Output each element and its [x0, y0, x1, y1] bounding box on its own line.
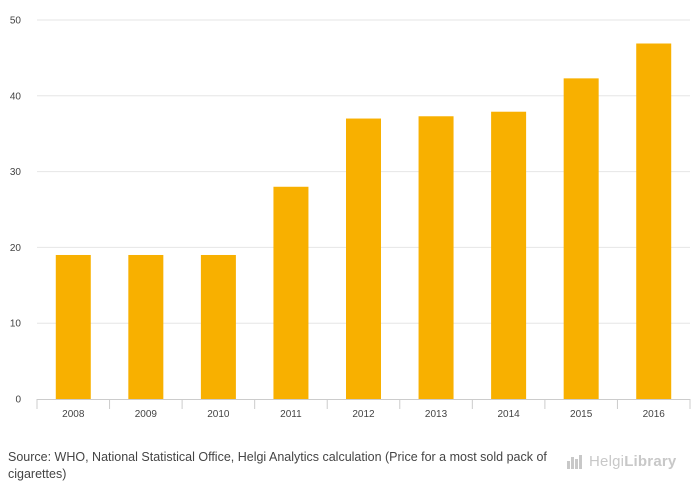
- bar: [346, 118, 381, 399]
- bar: [563, 78, 599, 399]
- x-tick-label: 2015: [570, 409, 593, 420]
- y-tick-label: 0: [15, 395, 21, 406]
- x-tick-label: 2016: [643, 409, 666, 420]
- y-tick-label: 10: [10, 319, 22, 330]
- bar: [128, 254, 164, 399]
- helgi-library-logo: HelgiLibrary: [566, 450, 692, 472]
- logo-wordmark: HelgiLibrary: [589, 453, 676, 470]
- x-tick-label: 2008: [62, 409, 85, 420]
- logo-text-light: Helgi: [589, 452, 625, 470]
- x-tick-label: 2012: [352, 409, 375, 420]
- bar-chart: 0 10 20 30 40 50 2008 2009 2010 2011 2012 2013 2014…: [10, 16, 691, 420]
- x-tick-label: 2011: [280, 409, 302, 420]
- x-axis: 2008 2009 2010 2011 2012 2013 2014 2015 2016: [36, 399, 691, 420]
- bar: [200, 254, 236, 399]
- bar: [491, 111, 527, 399]
- x-tick-label: 2010: [207, 409, 230, 420]
- logo-text-bold: Library: [624, 452, 677, 470]
- x-tick-label: 2013: [425, 409, 448, 420]
- source-text: Source: WHO, National Statistical Office…: [8, 450, 547, 481]
- bars: [55, 43, 672, 400]
- bar: [273, 186, 309, 399]
- y-axis-ticks: 0 10 20 30 40 50: [10, 16, 22, 406]
- x-tick-label: 2009: [135, 409, 158, 420]
- source-note: Source: WHO, National Statistical Office…: [8, 449, 548, 483]
- helgi-library-logo-icon: [567, 455, 582, 469]
- bar: [55, 254, 91, 399]
- x-tick-label: 2014: [497, 409, 520, 420]
- y-tick-label: 40: [10, 91, 22, 102]
- bar: [636, 43, 672, 400]
- y-tick-label: 30: [10, 167, 22, 178]
- y-tick-label: 50: [10, 16, 22, 27]
- bar: [418, 116, 454, 400]
- y-tick-label: 20: [10, 243, 22, 254]
